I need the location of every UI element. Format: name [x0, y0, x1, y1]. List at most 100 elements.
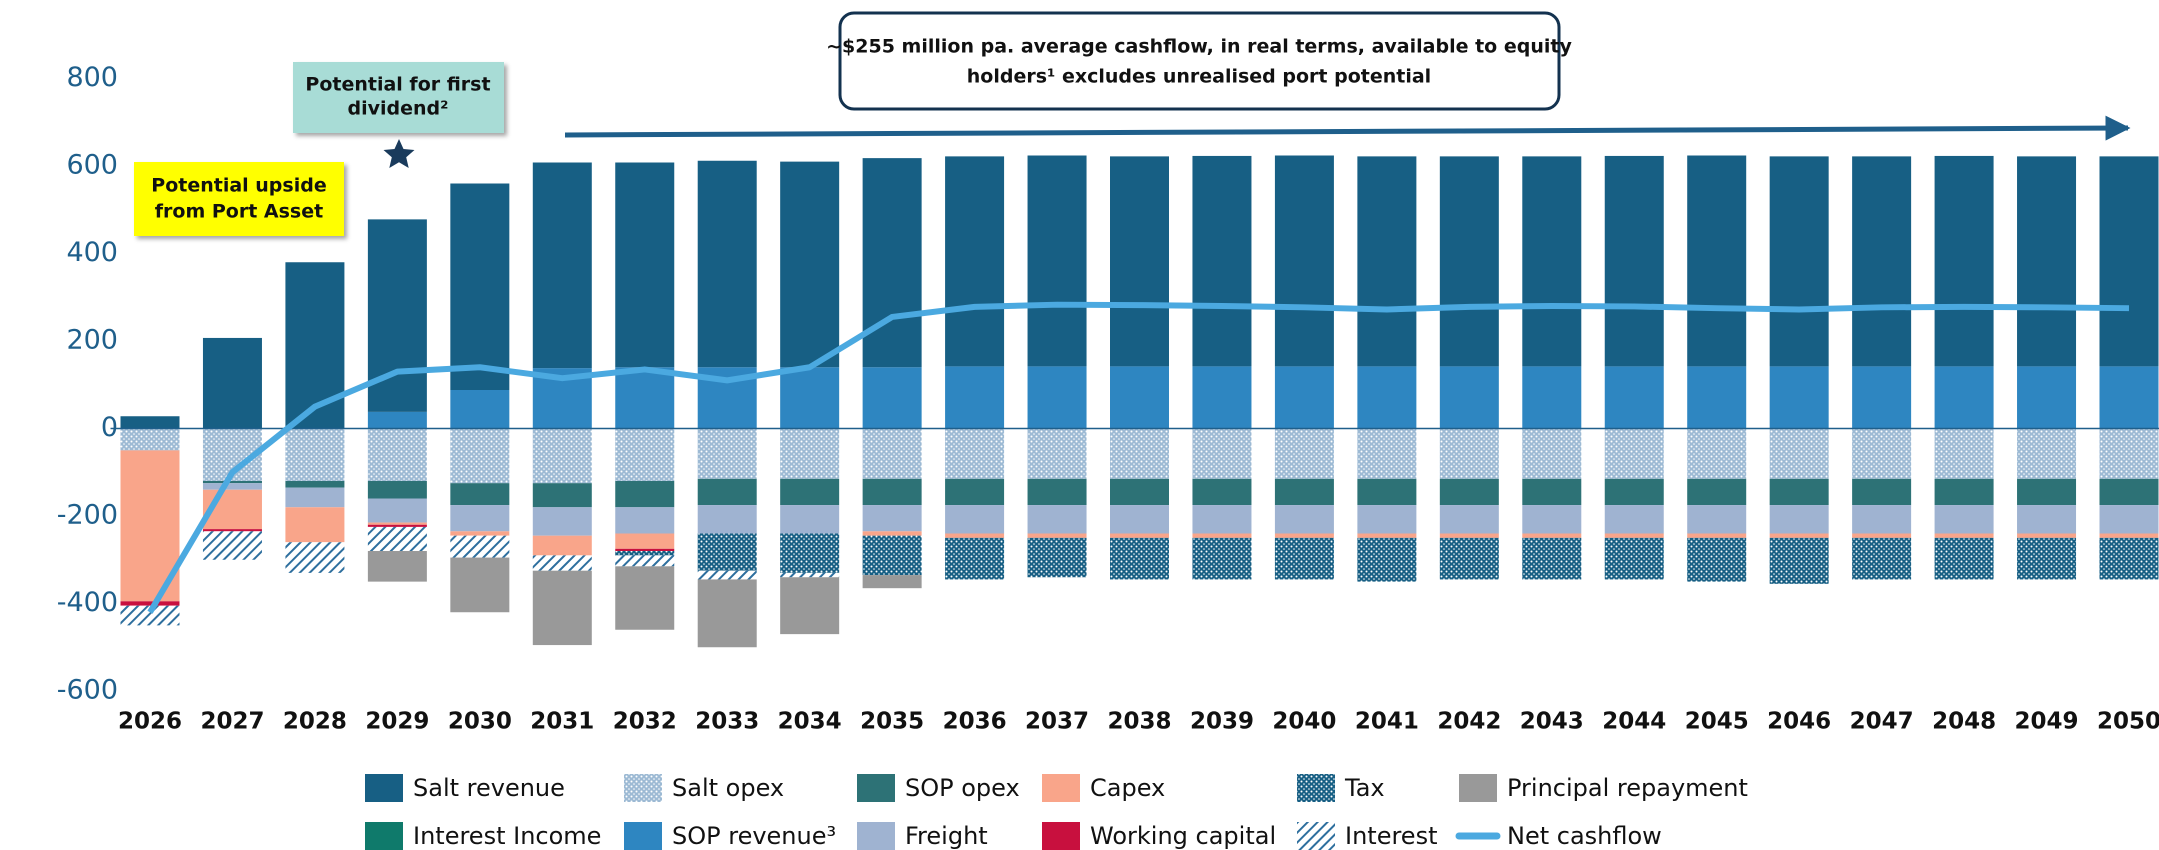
bar-segment — [532, 555, 592, 571]
bar-segment — [367, 481, 427, 499]
bar-segment — [945, 505, 1005, 534]
bar-segment — [1769, 428, 1829, 479]
bar-segment — [862, 505, 922, 532]
bar-segment — [1357, 505, 1417, 534]
legend-label: SOP revenue³ — [672, 822, 836, 850]
bar-segment — [202, 483, 262, 490]
bar-segment — [1027, 366, 1087, 429]
annotation-text: dividend² — [348, 98, 449, 120]
bar-segment — [1027, 537, 1087, 578]
bar-segment — [1522, 533, 1582, 538]
x-tick-label: 2043 — [1520, 709, 1584, 735]
bar-segment — [862, 158, 922, 368]
bar-segment — [1439, 537, 1499, 580]
bar-segment — [1357, 537, 1417, 582]
bar-segment — [2017, 428, 2077, 479]
bar-segment — [1110, 533, 1169, 538]
annotation-box — [293, 62, 504, 133]
x-tick-label: 2032 — [613, 709, 677, 735]
bar-segment — [1522, 156, 1582, 367]
y-tick-label: 600 — [66, 150, 118, 181]
bar-segment — [1522, 366, 1582, 429]
x-tick-label: 2040 — [1272, 709, 1336, 735]
y-tick-label: 800 — [66, 62, 118, 93]
bar-segment — [1357, 478, 1417, 506]
bar-segment — [450, 183, 510, 390]
bar-segment — [1934, 505, 1994, 534]
bar-segment — [285, 428, 345, 481]
bar-segment — [1439, 533, 1499, 538]
bar-segment — [532, 507, 592, 536]
annotation-text: from Port Asset — [155, 201, 323, 223]
bar-segment — [367, 428, 427, 481]
bar-segment — [1687, 533, 1747, 538]
x-tick-label: 2039 — [1190, 709, 1254, 735]
bar-segment — [1357, 428, 1417, 479]
bar-segment — [450, 557, 510, 613]
bar-segment — [450, 390, 510, 429]
x-tick-label: 2027 — [200, 709, 264, 735]
x-tick-label: 2038 — [1107, 709, 1171, 735]
bar-segment — [615, 367, 675, 429]
bar-segment — [367, 411, 427, 429]
bar-segment — [1852, 428, 1912, 479]
legend-swatch — [857, 822, 895, 850]
y-tick-label: -200 — [57, 500, 118, 531]
bar-segment — [367, 551, 427, 582]
bar-segment — [1439, 156, 1499, 367]
legend-label: Tax — [1344, 774, 1385, 802]
bar-segment — [1027, 155, 1087, 367]
bar-segment — [1274, 155, 1334, 367]
bar-segment — [450, 505, 510, 532]
x-tick-label: 2036 — [943, 709, 1007, 735]
bar-segment — [202, 529, 262, 532]
annotation-box — [838, 11, 1561, 111]
bar-segment — [1687, 428, 1747, 479]
bar-segment — [1687, 537, 1747, 582]
x-tick-label: 2044 — [1602, 709, 1666, 735]
bar-segment — [1027, 478, 1087, 506]
bar-segment — [780, 572, 840, 578]
bar-segment — [1522, 537, 1582, 580]
bar-segment — [862, 531, 922, 536]
legend-swatch — [1297, 822, 1335, 850]
bar-segment — [615, 507, 675, 534]
bar-segment — [1604, 505, 1664, 534]
bar-segment — [2017, 156, 2077, 367]
bar-segment — [450, 531, 510, 536]
bar-segment — [1522, 428, 1582, 479]
x-tick-label: 2050 — [2097, 709, 2159, 735]
legend-swatch — [1042, 774, 1080, 802]
bar-segment — [450, 535, 510, 558]
bar-segment — [367, 522, 427, 525]
bar-segment — [945, 533, 1005, 538]
y-tick-label: -600 — [57, 675, 118, 706]
legend-swatch — [1459, 774, 1497, 802]
bar-segment — [862, 367, 922, 429]
bar-segment — [2017, 537, 2077, 580]
star-icon — [383, 139, 415, 168]
bar-segment — [1274, 478, 1334, 506]
bar-segment — [2017, 505, 2077, 534]
bar-segment — [367, 526, 427, 551]
bar-segment — [780, 367, 840, 429]
bar-segment — [1439, 428, 1499, 479]
bar-segment — [1110, 537, 1169, 580]
bar-segment — [1604, 366, 1664, 429]
bar-segment — [615, 481, 675, 508]
legend-label: Net cashflow — [1507, 822, 1662, 850]
bar-segment — [1934, 533, 1994, 538]
bar-segment — [615, 548, 675, 551]
x-tick-label: 2026 — [118, 709, 182, 735]
x-tick-label: 2034 — [778, 709, 842, 735]
bar-segment — [780, 577, 840, 635]
annotation-text: Potential upside — [151, 175, 326, 197]
bar-segment — [1604, 428, 1664, 479]
annotation-text: ~$255 million pa. average cashflow, in r… — [826, 36, 1572, 58]
legend-swatch — [624, 774, 662, 802]
bar-segment — [615, 555, 675, 567]
bar-segment — [1604, 478, 1664, 506]
bar-segment — [120, 416, 180, 429]
x-tick-label: 2028 — [283, 709, 347, 735]
bar-segment — [1522, 478, 1582, 506]
